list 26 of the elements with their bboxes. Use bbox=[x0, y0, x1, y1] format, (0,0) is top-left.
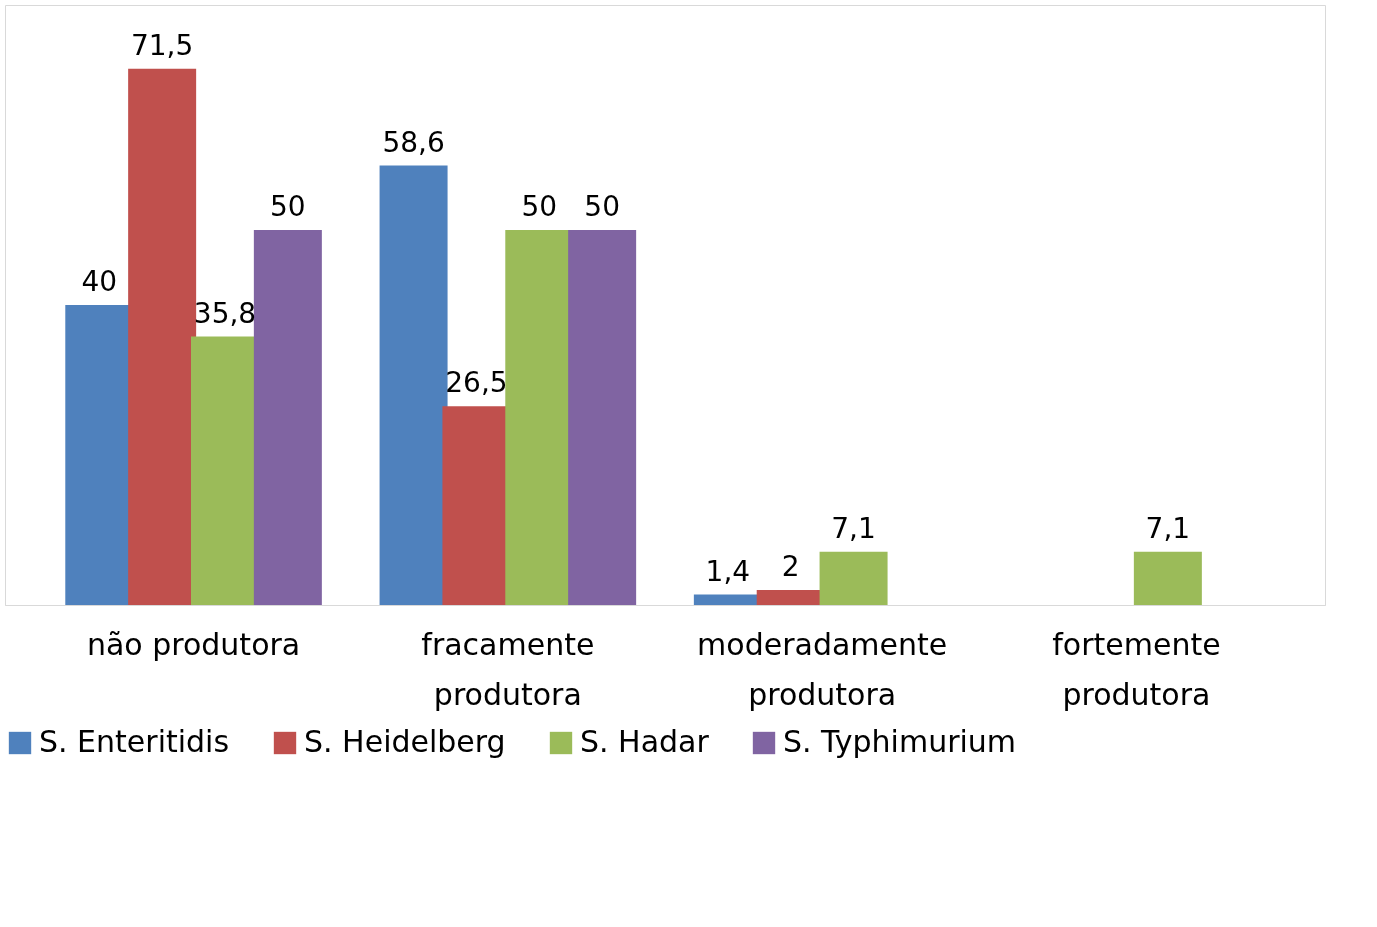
bar bbox=[819, 551, 888, 605]
legend-label: S. Hadar bbox=[580, 724, 710, 759]
x-tick-label: fracamente produtora bbox=[421, 626, 595, 712]
data-label: 40 bbox=[81, 265, 118, 298]
data-label: 7,1 bbox=[1145, 511, 1191, 545]
data-label: 50 bbox=[584, 190, 620, 223]
bar bbox=[1133, 551, 1202, 605]
legend-label: S. Enteritidis bbox=[39, 724, 230, 759]
data-label: 58,6 bbox=[382, 125, 445, 159]
data-label: 26,5 bbox=[445, 366, 508, 400]
data-label: 2 bbox=[781, 550, 800, 583]
x-tick-label: não produtora bbox=[86, 626, 301, 662]
data-label: 35,8 bbox=[193, 296, 257, 330]
legend-label: S. Typhimurium bbox=[783, 724, 1017, 759]
bar bbox=[253, 230, 322, 605]
data-label: 7,1 bbox=[831, 511, 876, 545]
bar bbox=[379, 165, 448, 605]
bar bbox=[128, 68, 197, 605]
bar bbox=[568, 230, 637, 605]
data-label: 50 bbox=[270, 190, 306, 223]
legend-label: S. Heidelberg bbox=[304, 724, 506, 759]
data-label: 50 bbox=[521, 190, 558, 223]
data-label: 71,5 bbox=[130, 28, 194, 62]
x-tick-label: fortemente produtora bbox=[1052, 626, 1221, 712]
x-tick-label: moderadamente produtora bbox=[697, 626, 948, 712]
data-label: 1,4 bbox=[705, 554, 751, 588]
